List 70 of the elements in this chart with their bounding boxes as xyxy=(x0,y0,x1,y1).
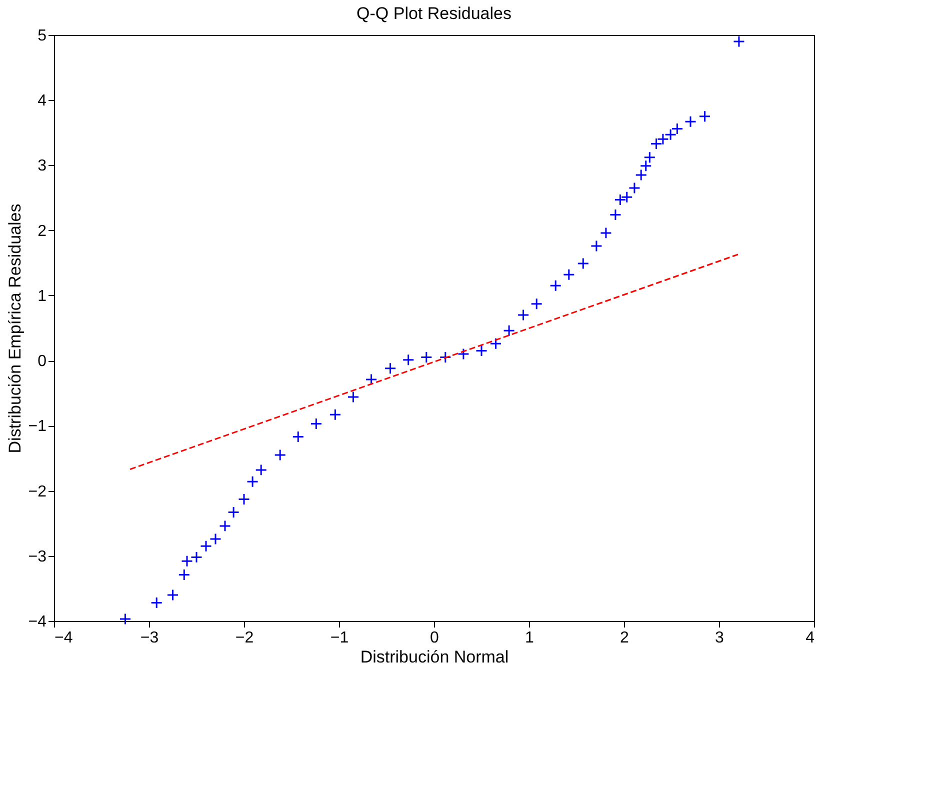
point xyxy=(590,240,602,252)
y-tick-label: −1 xyxy=(28,418,47,436)
y-tick-label: 0 xyxy=(38,353,47,370)
point xyxy=(684,116,696,128)
x-tick-label: −2 xyxy=(235,630,254,646)
point xyxy=(628,182,640,194)
y-tick-label: −4 xyxy=(28,614,47,630)
point xyxy=(530,298,543,310)
point xyxy=(246,476,259,488)
point xyxy=(119,613,132,626)
point xyxy=(181,555,193,568)
point xyxy=(329,408,342,421)
x-tick-label: 3 xyxy=(715,630,724,646)
point xyxy=(310,418,322,430)
point xyxy=(439,351,452,364)
x-tick-label: 1 xyxy=(525,630,534,646)
y-axis-title: Distribución Empírica Residuales xyxy=(5,204,24,454)
y-tick-label: −2 xyxy=(28,483,47,500)
point xyxy=(384,362,396,374)
x-axis-title: Distribución Normal xyxy=(360,648,509,666)
point xyxy=(292,430,304,443)
point xyxy=(255,464,268,476)
point xyxy=(274,448,286,461)
point xyxy=(650,138,662,150)
point xyxy=(614,194,626,206)
point xyxy=(166,588,179,601)
point xyxy=(219,520,231,532)
y-tick-label: 5 xyxy=(38,28,47,44)
x-tick-label: 2 xyxy=(620,630,630,646)
point xyxy=(644,151,656,164)
y-tick-label: 1 xyxy=(38,288,47,305)
point xyxy=(503,324,516,337)
point xyxy=(200,540,212,552)
x-tick-label: 4 xyxy=(806,630,815,646)
point xyxy=(476,344,488,357)
point xyxy=(550,280,562,292)
point xyxy=(609,208,622,221)
point xyxy=(365,373,378,386)
point xyxy=(490,338,502,350)
y-tick-label: 2 xyxy=(38,222,47,240)
point xyxy=(600,226,612,239)
y-tick-label: 4 xyxy=(38,92,47,110)
point xyxy=(210,532,222,545)
point xyxy=(732,36,745,48)
point xyxy=(402,354,414,366)
chart-title: Q-Q Plot Residuales xyxy=(356,4,512,23)
point xyxy=(228,506,240,518)
point xyxy=(562,268,575,281)
point xyxy=(517,308,530,321)
y-tick-label: −3 xyxy=(28,548,47,566)
point xyxy=(178,568,190,581)
y-tick-label: 3 xyxy=(38,158,47,175)
point xyxy=(664,128,677,141)
point xyxy=(150,596,163,609)
point xyxy=(635,168,648,181)
point xyxy=(620,191,633,204)
point xyxy=(457,348,470,360)
point xyxy=(640,160,652,172)
x-tick-label: −4 xyxy=(54,630,73,646)
point xyxy=(671,122,684,135)
x-tick-label: −3 xyxy=(140,630,159,646)
point xyxy=(420,351,432,364)
point xyxy=(656,133,669,146)
point xyxy=(577,258,590,270)
point xyxy=(190,551,202,564)
x-tick-label: −1 xyxy=(330,630,349,646)
x-tick-label: 0 xyxy=(430,630,440,646)
point xyxy=(698,110,711,122)
point xyxy=(347,391,360,404)
point xyxy=(238,493,250,506)
